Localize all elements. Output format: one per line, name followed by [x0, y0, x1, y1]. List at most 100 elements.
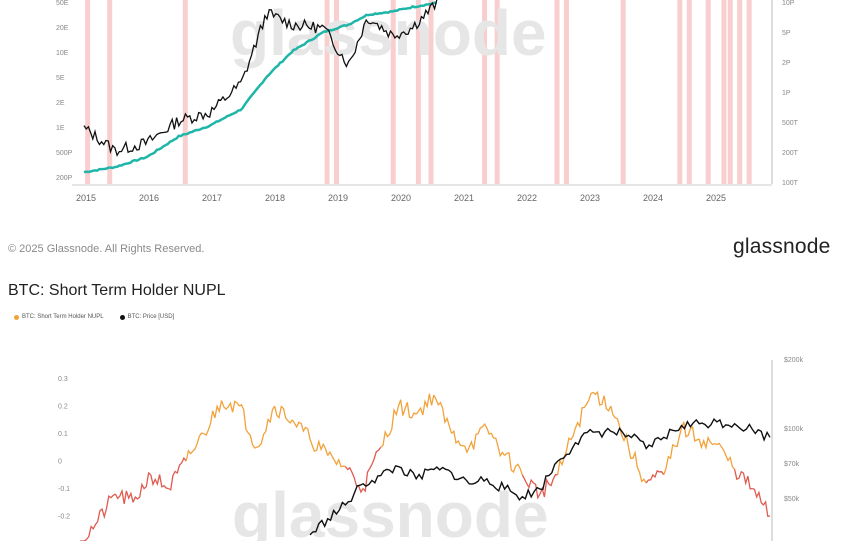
nupl-segment [344, 466, 364, 494]
legend: BTC: Short Term Holder NUPL BTC: Price [… [14, 314, 174, 320]
highlight-band [85, 0, 91, 184]
x-tick-label: 2016 [139, 193, 159, 203]
price-y-tick-label: $100k [784, 426, 804, 433]
nupl-segment [203, 400, 223, 437]
y-right-tick-label: 2P [782, 60, 791, 67]
nupl-y-tick-label: -0.1 [58, 486, 70, 493]
x-tick-label: 2023 [580, 193, 600, 203]
legend-label-price: BTC: Price [USD] [127, 314, 175, 320]
highlight-band [334, 0, 339, 184]
nupl-segment [521, 474, 541, 500]
x-tick-label: 2020 [391, 193, 411, 203]
x-tick-label: 2015 [76, 193, 96, 203]
nupl-segment [468, 422, 488, 450]
legend-dot-nupl [14, 314, 19, 320]
highlight-band [705, 0, 711, 184]
highlight-band [563, 0, 569, 184]
nupl-segment [451, 430, 470, 455]
nupl-segment [291, 419, 311, 440]
nupl-segment [415, 393, 435, 416]
nupl-segment [220, 400, 240, 413]
nupl-segment [256, 405, 276, 448]
nupl-segment [273, 405, 293, 424]
highlight-band [746, 0, 752, 184]
nupl-series [80, 390, 771, 541]
highlight-band [727, 0, 733, 184]
nupl-segment [733, 469, 753, 490]
nupl-segment [185, 432, 204, 462]
y-tick-label: 1E [56, 125, 65, 132]
top-watermark: glassnode [230, 0, 547, 69]
y-tick-label: 500P [56, 150, 73, 157]
highlight-band [324, 0, 330, 184]
bottom-price-line [309, 417, 771, 536]
nupl-segment [557, 427, 577, 475]
highlight-band [620, 0, 626, 184]
price-y-tick-label: $50k [784, 496, 800, 503]
nupl-y-axis-left: 0.3 0.2 0.1 0 -0.1 -0.2 [58, 376, 70, 521]
nupl-segment [327, 450, 346, 468]
nupl-segment [486, 427, 506, 458]
highlight-band [494, 0, 500, 184]
nupl-segment [362, 446, 382, 493]
y-right-tick-label: 1P [782, 90, 791, 97]
legend-dot-price [119, 314, 125, 320]
x-tick-label: 2025 [706, 193, 726, 203]
x-tick-label: 2019 [328, 193, 348, 203]
top-chart: glassnode 50E 20E 10E 5E 2E 1E 500P 200P 10P 5P 2… [56, 0, 799, 203]
nupl-y-tick-label: -0.2 [58, 514, 70, 521]
nupl-segment [168, 456, 187, 491]
price-y-axis-right: $200k $100k $70k $50k [784, 357, 804, 503]
chart-title: BTC: Short Term Holder NUPL [8, 282, 226, 299]
highlight-band [482, 0, 488, 184]
y-tick-label: 20E [56, 25, 69, 32]
x-axis: 2015 2016 2017 2018 2019 2020 2021 2022 2023 2024… [76, 193, 726, 203]
highlight-band [686, 0, 692, 184]
y-tick-label: 10E [56, 50, 69, 57]
nupl-segment [592, 390, 612, 412]
y-tick-label: 200P [56, 175, 73, 182]
y-right-tick-label: 500T [782, 120, 799, 127]
nupl-segment [680, 421, 700, 442]
nupl-segment [97, 493, 116, 522]
highlight-band [554, 0, 560, 184]
price-y-tick-label: $200k [784, 357, 804, 364]
nupl-segment [238, 403, 258, 449]
y-right-tick-label: 200T [782, 150, 799, 157]
nupl-segment [397, 399, 417, 419]
legend-item-price[interactable]: BTC: Price [USD] [119, 314, 175, 320]
nupl-y-tick-label: 0.3 [58, 376, 68, 383]
bottom-watermark: glassnode [232, 479, 549, 541]
price-y-tick-label: $70k [784, 461, 800, 468]
x-tick-label: 2018 [265, 193, 285, 203]
y-right-tick-label: 5P [782, 30, 791, 37]
nupl-y-tick-label: 0 [58, 459, 62, 466]
realized-price-line [83, 1, 437, 174]
y-tick-label: 2E [56, 100, 65, 107]
brand-logo: glassnode [733, 235, 831, 258]
nupl-segment [150, 474, 169, 490]
nupl-segment [645, 470, 665, 484]
nupl-segment [663, 427, 683, 476]
copyright-text: © 2025 Glassnode. All Rights Reserved. [8, 243, 205, 255]
legend-item-nupl[interactable]: BTC: Short Term Holder NUPL [14, 314, 104, 320]
y-axis-left: 50E 20E 10E 5E 2E 1E 500P 200P [56, 0, 73, 182]
highlight-band [721, 0, 727, 184]
highlight-band [390, 0, 396, 184]
nupl-y-tick-label: 0.2 [58, 404, 68, 411]
x-tick-label: 2024 [643, 193, 663, 203]
nupl-segment [698, 435, 718, 451]
y-axis-right: 10P 5P 2P 1P 500T 200T 100T [782, 0, 799, 187]
y-tick-label: 50E [56, 0, 69, 7]
nupl-segment [539, 473, 558, 498]
x-tick-label: 2022 [517, 193, 537, 203]
y-right-tick-label: 10P [782, 0, 795, 7]
highlight-band [737, 0, 743, 184]
nupl-segment [380, 405, 400, 448]
nupl-segment [627, 447, 647, 484]
nupl-segment [114, 488, 134, 505]
y-tick-label: 5E [56, 75, 65, 82]
nupl-segment [574, 391, 594, 429]
x-tick-label: 2017 [202, 193, 222, 203]
highlight-bands [85, 0, 752, 184]
